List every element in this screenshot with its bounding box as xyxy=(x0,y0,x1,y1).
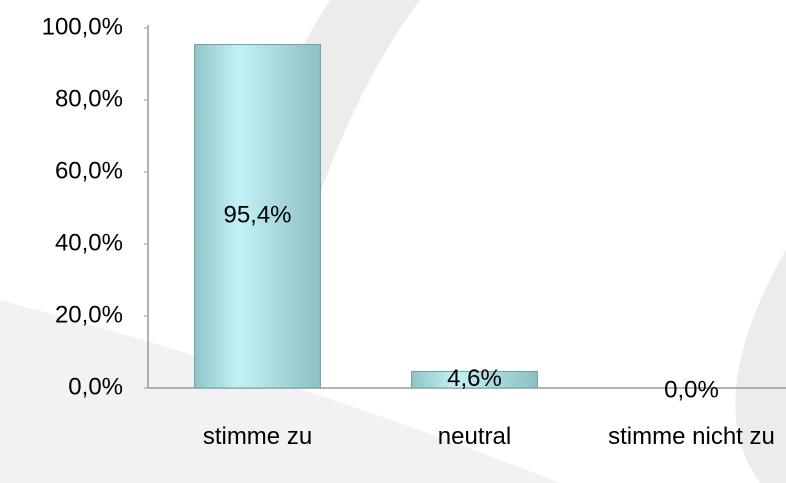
x-tick-label: stimme nicht zu xyxy=(608,423,775,450)
y-tick-label: 100,0% xyxy=(42,13,123,40)
bar xyxy=(411,370,538,389)
y-tick-label: 20,0% xyxy=(55,301,123,328)
value-label: 95,4% xyxy=(223,202,291,229)
value-label: 0,0% xyxy=(664,376,719,403)
background-swoosh xyxy=(735,250,786,483)
y-tick-label: 80,0% xyxy=(55,85,123,112)
x-tick-label: stimme zu xyxy=(202,423,313,450)
y-tick-label: 60,0% xyxy=(55,157,123,184)
x-tick-label: neutral xyxy=(437,423,512,450)
y-tick-label: 0,0% xyxy=(68,373,123,400)
value-label: 4,6% xyxy=(447,365,502,392)
y-tick-label: 40,0% xyxy=(55,229,123,256)
bar xyxy=(194,44,321,389)
background-swoosh xyxy=(0,300,560,483)
